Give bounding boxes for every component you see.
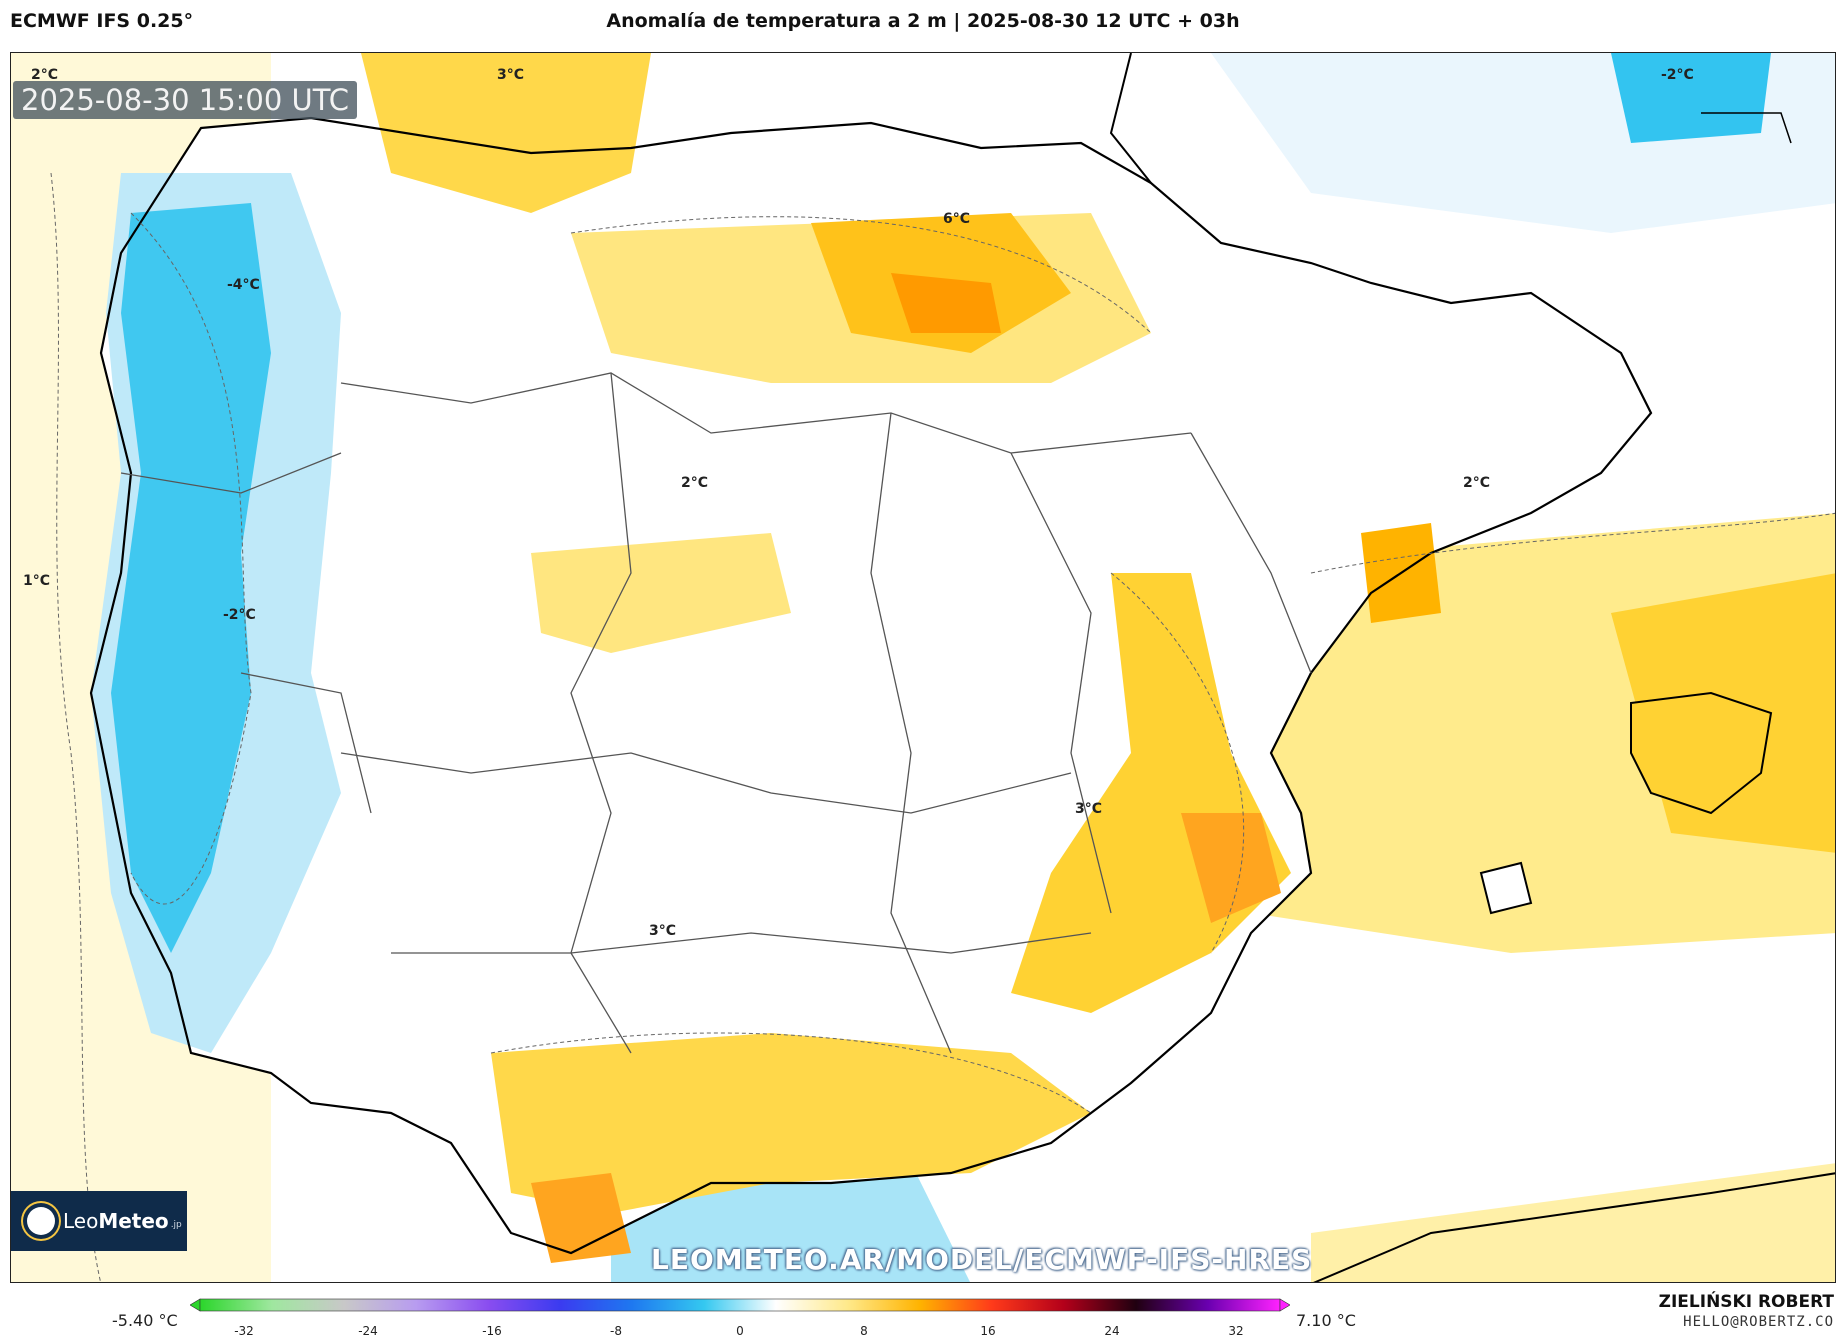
valencia-hot-core <box>1181 813 1281 923</box>
colorbar-tick-label: -32 <box>234 1324 254 1338</box>
author-name: ZIELIŃSKI ROBERT <box>1658 1292 1834 1312</box>
contour-label: -2°C <box>1661 67 1694 83</box>
sun-icon <box>27 1207 55 1235</box>
colorbar-max-label: 7.10 °C <box>1296 1311 1356 1330</box>
contour-label: -2°C <box>223 607 256 623</box>
colorbar-max-arrow <box>1279 1298 1290 1312</box>
mallorca <box>1630 691 1773 815</box>
contour-label: 3°C <box>649 923 676 939</box>
central-warm-area <box>531 533 791 653</box>
map-title: Anomalía de temperatura a 2 m | 2025-08-… <box>606 10 1240 32</box>
source-watermark: LEOMETEO.AR/MODEL/ECMWF-IFS-HRES <box>651 1243 1313 1276</box>
ibiza <box>1479 861 1533 915</box>
leometeo-logo[interactable]: LeoMeteo .jp <box>11 1191 187 1251</box>
contour-label: -4°C <box>227 277 260 293</box>
contour-label: 2°C <box>31 67 58 83</box>
contour-label: 6°C <box>943 211 970 227</box>
ebro-hot-core <box>891 273 1001 333</box>
colorbar-gradient <box>199 1298 1281 1312</box>
author-email[interactable]: HELLO@ROBERTZ.CO <box>1683 1314 1834 1330</box>
temperature-anomaly-map[interactable]: 2°C 3°C -2°C 6°C -4°C 2°C 2°C 1°C -2°C 3… <box>11 53 1836 1283</box>
contour-label: 3°C <box>1075 801 1102 817</box>
colorbar-tick-label: 16 <box>980 1324 996 1338</box>
france-cold-core <box>1611 53 1771 143</box>
colorbar-tick-label: -8 <box>610 1324 622 1338</box>
contour-label: 2°C <box>681 475 708 491</box>
contour-lines <box>50 172 1835 1282</box>
colorbar-tick-label: -24 <box>358 1324 378 1338</box>
contour-label: 2°C <box>1463 475 1490 491</box>
colorbar-tick-label: -16 <box>482 1324 502 1338</box>
colorbar-tick-label: 8 <box>860 1324 868 1338</box>
colorbar <box>190 1298 1290 1312</box>
malaga-hot-core <box>531 1173 631 1263</box>
africa-warm-area <box>1311 1163 1835 1282</box>
map-panel[interactable]: 2°C 3°C -2°C 6°C -4°C 2°C 2°C 1°C -2°C 3… <box>10 52 1836 1283</box>
colorbar-tick-label: 32 <box>1228 1324 1244 1338</box>
valid-time-badge: 2025-08-30 15:00 UTC <box>13 81 358 119</box>
france-coast <box>1109 53 1152 184</box>
coastline <box>89 116 1653 1255</box>
biscay-warm-area <box>361 53 651 213</box>
contour-label: 3°C <box>497 67 524 83</box>
colorbar-tick-label: 24 <box>1104 1324 1120 1338</box>
colorbar-min-arrow <box>190 1298 201 1312</box>
regional-borders <box>120 372 1312 1054</box>
logo-text: LeoMeteo <box>63 1209 169 1233</box>
colorbar-tick-label: 0 <box>736 1324 744 1338</box>
iberia-landmass <box>91 118 1651 1253</box>
model-title: ECMWF IFS 0.25° <box>10 10 194 32</box>
contour-label: 1°C <box>23 573 50 589</box>
galicia-portugal-cold-core <box>111 203 271 953</box>
south-warm-area <box>491 1033 1091 1213</box>
colorbar-min-label: -5.40 °C <box>112 1311 178 1330</box>
logo-suffix: .jp <box>170 1220 182 1230</box>
africa-coast <box>1313 1172 1835 1282</box>
